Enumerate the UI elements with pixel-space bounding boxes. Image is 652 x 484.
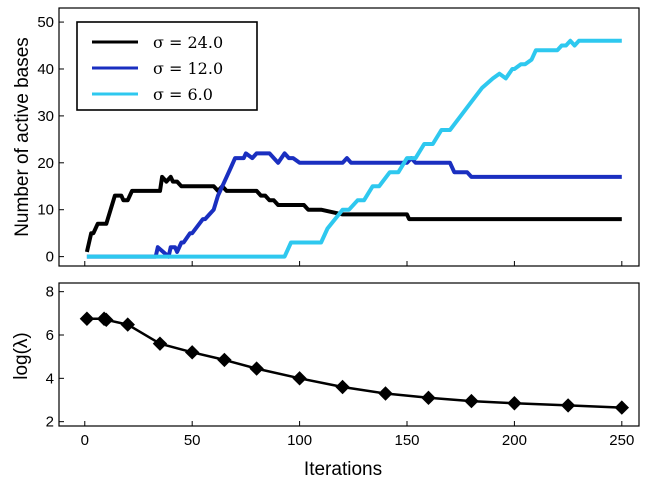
lambda-point (217, 352, 232, 368)
top-y-tick-label: 10 (37, 202, 54, 219)
top-y-tick-label: 40 (37, 61, 54, 78)
bottom-y-axis-label: log(λ) (11, 332, 32, 380)
lambda-point (560, 398, 576, 413)
lambda-point (120, 317, 135, 332)
bottom-y-tick-label: 6 (46, 327, 54, 344)
lambda-point (614, 400, 630, 415)
lambda-line (86, 317, 622, 409)
lambda-point (335, 379, 350, 395)
lambda-point (249, 361, 264, 376)
lambda-point (152, 336, 168, 351)
legend-items: σ = 24.0 σ = 12.0 σ = 6.0 (92, 33, 223, 104)
top-panel: 0 10 20 30 40 50 Number of active bases σ = 2… (12, 7, 640, 267)
legend: σ = 24.0 σ = 12.0 σ = 6.0 (76, 21, 258, 111)
series-line-1 (86, 151, 622, 259)
lambda-point (421, 390, 436, 406)
top-y-axis-label: Number of active bases (12, 37, 33, 237)
legend-label-2: σ = 6.0 (153, 85, 213, 104)
bottom-series-group (79, 311, 630, 415)
lambda-point (184, 345, 200, 360)
legend-label-1: σ = 12.0 (153, 59, 223, 78)
top-y-tick-label: 30 (37, 108, 54, 125)
top-y-ticks: 0 10 20 30 40 50 (37, 14, 64, 266)
top-y-tick-label: 0 (46, 249, 54, 266)
lambda-point (507, 396, 522, 411)
x-tick-label: 250 (609, 432, 634, 449)
series-line-2 (86, 38, 622, 259)
series-line-0 (84, 174, 622, 253)
x-axis-label: Iterations (304, 459, 382, 480)
top-plot-frame (58, 7, 640, 267)
legend-label-0: σ = 24.0 (153, 33, 223, 52)
bottom-y-tick-label: 2 (46, 414, 54, 431)
bottom-plot-frame (58, 282, 640, 427)
lambda-point (79, 311, 95, 326)
lambda-point (99, 312, 114, 328)
x-tick-label: 0 (81, 432, 89, 449)
lambda-point (464, 393, 479, 409)
lambda-point (378, 386, 393, 401)
bottom-y-tick-label: 8 (46, 284, 54, 301)
top-y-tick-label: 20 (37, 155, 54, 172)
x-tick-label: 100 (287, 432, 312, 449)
bottom-y-ticks: 2 4 6 8 (46, 284, 64, 431)
lambda-point (292, 371, 307, 386)
bottom-panel: 2 4 6 8 0 50 100 150 200 250 log(λ) Iterations (11, 261, 640, 480)
top-y-tick-label: 50 (37, 14, 54, 31)
x-tick-label: 50 (184, 432, 201, 449)
x-tick-label: 200 (502, 432, 527, 449)
x-tick-label: 150 (394, 432, 419, 449)
bottom-y-tick-label: 4 (46, 370, 54, 387)
top-series-group (84, 38, 622, 259)
bottom-x-ticks: 0 50 100 150 200 250 (81, 261, 634, 449)
